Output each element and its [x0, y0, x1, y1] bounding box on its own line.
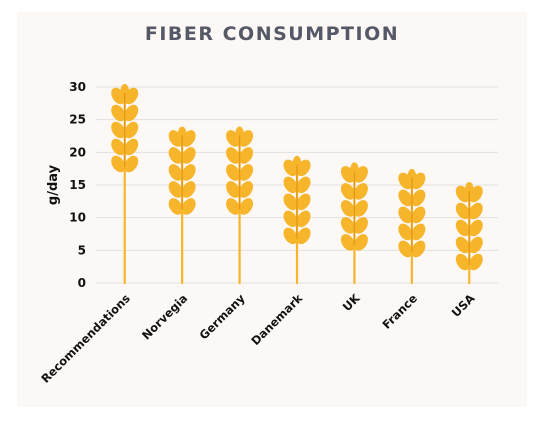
bar: [340, 162, 368, 285]
x-category-label: Norvegia: [139, 291, 190, 342]
x-category-label: Danemark: [248, 291, 305, 348]
y-axis-label: g/day: [46, 164, 61, 205]
y-axis-ticks: 0 5 10 15 20 25 30: [69, 80, 86, 290]
y-tick-label: 5: [78, 243, 86, 257]
bars: [111, 84, 483, 285]
y-tick-label: 25: [69, 113, 86, 127]
chart-panel: [17, 12, 527, 407]
x-category-label: USA: [449, 291, 478, 320]
y-tick-label: 30: [69, 80, 86, 94]
bar: [168, 126, 196, 285]
y-tick-label: 0: [78, 276, 86, 290]
bar: [398, 168, 426, 285]
x-category-label: UK: [340, 290, 364, 314]
y-tick-label: 10: [69, 211, 86, 225]
x-category-label: Recommendations: [38, 291, 133, 386]
x-category-label: France: [379, 291, 420, 332]
bar: [111, 84, 139, 285]
y-tick-label: 15: [69, 178, 86, 192]
bar: [226, 126, 254, 285]
x-category-label: Germany: [197, 291, 249, 343]
bar: [455, 182, 483, 285]
bar: [283, 155, 311, 285]
x-axis-categories: Recommendations Norvegia Germany Danemark UK…: [38, 290, 477, 385]
y-tick-label: 20: [69, 145, 86, 159]
chart-title: FIBER CONSUMPTION: [144, 23, 400, 45]
